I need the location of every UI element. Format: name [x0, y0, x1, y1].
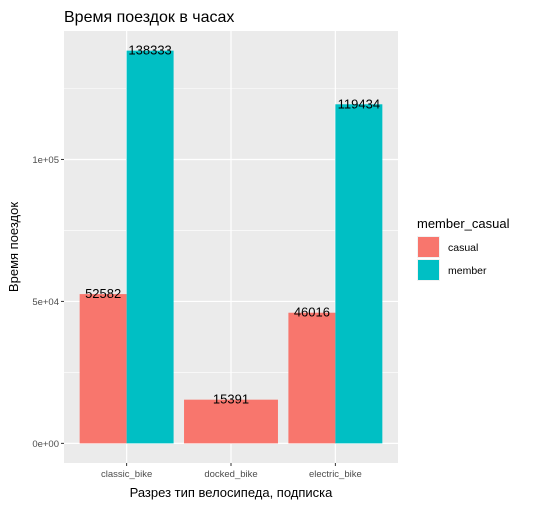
x-axis-title: Разрез тип велосипеда, подписка — [130, 485, 334, 500]
bar-casual-electric_bike — [288, 312, 336, 444]
bar-member-classic_bike — [126, 50, 174, 444]
x-tick-label: classic_bike — [101, 469, 152, 480]
x-tick-label: electric_bike — [309, 469, 362, 480]
y-tick-label: 1e+05 — [32, 155, 59, 166]
bar-member-electric_bike — [335, 104, 383, 444]
legend: member_casual casual member — [417, 216, 510, 281]
data-label: 52582 — [85, 286, 121, 301]
y-axis: 0e+00 5e+04 1e+05 — [32, 155, 64, 450]
data-label: 119434 — [338, 96, 380, 111]
x-tick-label: docked_bike — [204, 469, 257, 480]
legend-swatch-casual — [418, 237, 439, 257]
y-axis-title: Время поездок — [6, 202, 21, 292]
y-tick-label: 5e+04 — [32, 297, 59, 308]
bars — [79, 50, 383, 444]
x-axis: classic_bike docked_bike electric_bike — [101, 463, 362, 480]
data-label: 138333 — [128, 43, 171, 58]
data-label: 15391 — [213, 392, 249, 407]
legend-label-member: member — [448, 265, 487, 277]
data-label: 46016 — [294, 305, 330, 320]
legend-label-casual: casual — [448, 242, 478, 254]
bar-labels: 52582 138333 15391 46016 119434 — [85, 43, 380, 407]
y-tick-label: 0e+00 — [32, 439, 59, 450]
bar-casual-docked_bike — [184, 399, 278, 444]
legend-swatch-member — [418, 260, 439, 280]
chart-title: Время поездок в часах — [64, 9, 234, 26]
legend-title: member_casual — [417, 216, 510, 231]
bar-casual-classic_bike — [79, 294, 127, 444]
